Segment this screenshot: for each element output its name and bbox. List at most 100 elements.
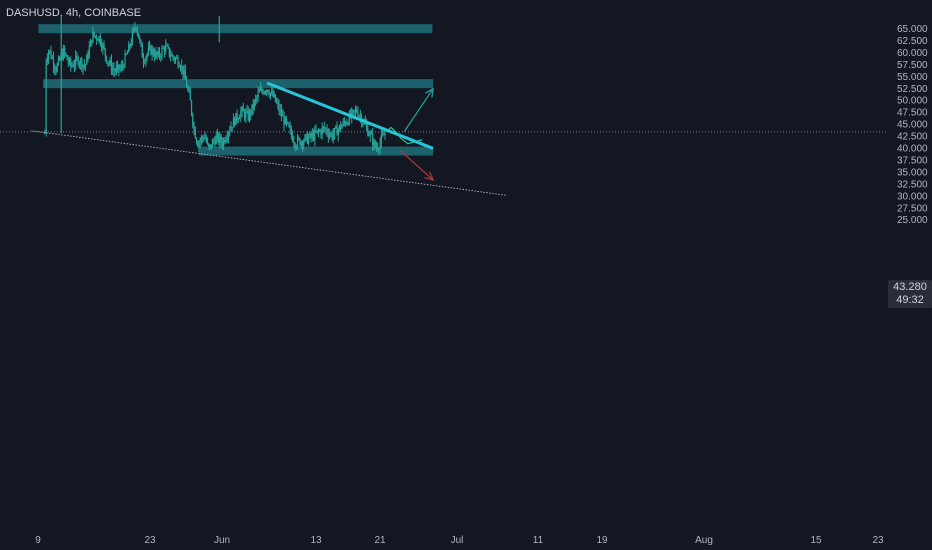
candle-body <box>223 139 225 146</box>
candle-body <box>319 130 321 132</box>
candle-body <box>351 110 353 118</box>
candle-body <box>178 65 180 67</box>
candle-body <box>341 125 343 129</box>
candle-body <box>342 121 344 126</box>
candle-body <box>115 67 117 72</box>
candle-body <box>177 58 179 66</box>
candle-body <box>64 47 66 54</box>
candle-body <box>330 133 332 135</box>
candle-body <box>62 47 64 60</box>
candle-body <box>328 134 331 137</box>
candle-body <box>368 135 370 137</box>
candle-body <box>246 110 248 113</box>
candle-body <box>359 115 362 117</box>
candle-body <box>236 113 238 120</box>
y-tick-label: 47.500 <box>897 108 928 119</box>
candle-body <box>374 141 376 148</box>
y-tick-label: 55.000 <box>897 72 928 83</box>
candle-body <box>288 123 290 127</box>
candle-body <box>356 109 358 113</box>
candle-body <box>304 135 306 142</box>
candle-body <box>168 47 170 56</box>
candle-body <box>247 110 249 120</box>
zones <box>38 24 434 156</box>
candle-body <box>173 57 175 61</box>
candle-body <box>165 45 167 52</box>
candle-body <box>167 45 169 48</box>
candle-body <box>123 66 125 68</box>
candle-body <box>47 51 50 59</box>
candle-body <box>380 135 382 143</box>
candle-body <box>314 130 316 140</box>
y-tick-label: 65.000 <box>897 24 928 35</box>
candle-body <box>197 142 199 147</box>
candle-body <box>234 117 236 126</box>
candle-body <box>331 133 333 139</box>
candle-body <box>292 135 294 142</box>
x-tick-label: 21 <box>374 535 386 546</box>
price-zone <box>198 146 434 156</box>
candle-body <box>171 55 173 57</box>
candle-body <box>176 58 178 60</box>
candle-body <box>316 130 318 133</box>
candle-body <box>128 44 130 53</box>
candle-body <box>308 137 310 144</box>
candle-body <box>321 127 323 135</box>
candle-body <box>134 27 136 29</box>
candle-body <box>87 54 89 58</box>
candle-body <box>65 53 67 56</box>
y-tick-label: 40.000 <box>897 144 928 155</box>
candle-body <box>230 126 232 131</box>
candle-body <box>306 134 309 144</box>
candle-body <box>251 104 253 115</box>
candle-body <box>140 40 142 45</box>
y-tick-label: 35.000 <box>897 167 928 178</box>
y-tick-label: 25.000 <box>897 215 928 226</box>
candle-body <box>369 133 371 136</box>
candle-body <box>45 61 47 134</box>
candle-body <box>317 130 320 132</box>
candle-body <box>170 55 172 57</box>
candle-body <box>294 143 296 148</box>
candle-body <box>215 136 217 145</box>
candle-body <box>57 58 60 65</box>
x-tick-label: 9 <box>35 535 41 546</box>
y-tick-label: 52.500 <box>897 84 928 95</box>
x-tick-label: 11 <box>533 535 544 546</box>
candle-body <box>135 27 137 29</box>
y-tick-label: 45.000 <box>897 120 928 131</box>
candle-body <box>205 137 207 142</box>
candle-body <box>117 64 119 68</box>
resistance-trendline <box>266 81 434 150</box>
candle-body <box>340 125 342 129</box>
candle-body <box>336 126 338 136</box>
up-arrow <box>403 88 434 133</box>
candle-body <box>200 137 203 141</box>
candle-body <box>84 64 87 66</box>
candle-body <box>310 133 312 138</box>
candle-body <box>179 66 182 69</box>
candle-body <box>338 125 341 130</box>
candle-body <box>139 38 141 41</box>
candle-body <box>278 103 280 112</box>
candle-body <box>296 137 299 147</box>
candle-body <box>300 141 302 146</box>
candle-body <box>102 44 104 49</box>
candle-body <box>333 128 336 135</box>
candle-body <box>187 87 189 90</box>
candle-body <box>365 124 368 127</box>
candle-body <box>129 44 131 46</box>
candle-body <box>136 28 138 34</box>
candle-body <box>71 65 73 67</box>
candle-body <box>298 137 300 139</box>
candle-body <box>243 111 246 118</box>
candle-body <box>156 51 158 56</box>
y-tick-label: 50.000 <box>897 96 928 107</box>
candle-body <box>269 92 272 96</box>
x-tick-label: 23 <box>872 535 884 546</box>
candle-body <box>94 35 97 37</box>
candle-body <box>214 141 216 145</box>
candle-body <box>124 53 126 68</box>
candle-body <box>161 48 163 57</box>
